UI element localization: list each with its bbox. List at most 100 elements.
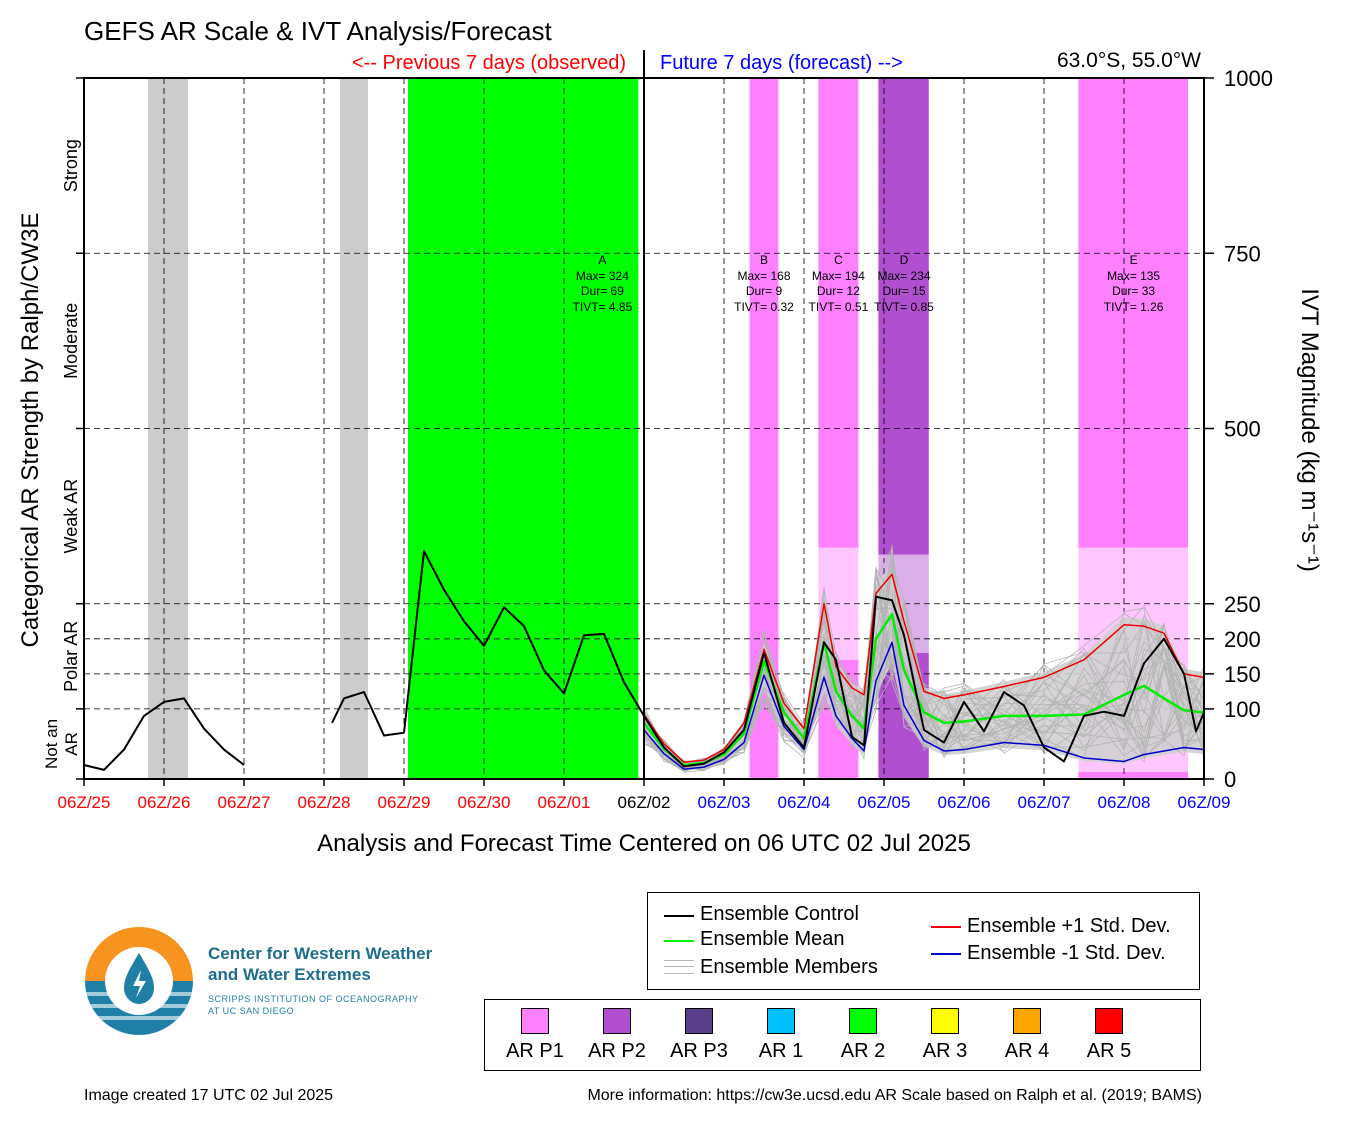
event-c-tivt: TIVT= 0.51 bbox=[809, 300, 869, 314]
scale-item-ar-4: AR 4 bbox=[987, 1008, 1067, 1063]
legend-control-swatch bbox=[664, 915, 694, 917]
ar-band-4-top bbox=[1078, 78, 1188, 548]
event-e-name: E bbox=[1130, 253, 1138, 267]
y-tick-label-0: 0 bbox=[1224, 767, 1236, 792]
cw3e-logo bbox=[85, 927, 193, 1035]
ensemble-1-std-dev-line-0 bbox=[643, 573, 1205, 763]
event-a-dur: Dur= 69 bbox=[581, 284, 624, 298]
event-d-name: D bbox=[900, 253, 909, 267]
event-c-max: Max= 194 bbox=[812, 269, 865, 283]
logo-text-line2: and Water Extremes bbox=[208, 965, 371, 984]
scale-label: AR 5 bbox=[1086, 1040, 1132, 1062]
scale-item-ar-5: AR 5 bbox=[1069, 1008, 1149, 1063]
scale-swatch bbox=[603, 1008, 631, 1034]
x-tick-label-11: 06Z/06 bbox=[938, 793, 991, 812]
ar-band-3-top bbox=[878, 78, 929, 555]
x-tick-label-5: 06Z/30 bbox=[458, 793, 511, 812]
logo-text-line3: SCRIPPS INSTITUTION OF OCEANOGRAPHY bbox=[208, 994, 419, 1004]
previous-period-label: <-- Previous 7 days (observed) bbox=[352, 52, 626, 74]
created-timestamp: Image created 17 UTC 02 Jul 2025 bbox=[84, 1087, 334, 1104]
x-tick-label-1: 06Z/26 bbox=[138, 793, 191, 812]
ensemble-mean-line-0 bbox=[643, 613, 1205, 767]
logo-text-line1: Center for Western Weather bbox=[208, 944, 433, 963]
x-tick-labels: 06Z/25 06Z/26 06Z/27 06Z/28 06Z/29 06Z/30 06Z/… bbox=[58, 793, 1231, 812]
ar-band-4-bottom bbox=[1078, 771, 1188, 779]
y-axis-label-right: IVT Magnitude (kg m⁻¹s⁻¹) bbox=[1296, 288, 1323, 572]
x-tick-label-2: 06Z/27 bbox=[218, 793, 271, 812]
scale-item-ar-3: AR 3 bbox=[905, 1008, 985, 1063]
scale-label: AR P3 bbox=[670, 1040, 728, 1062]
logo-text-line4: AT UC SAN DIEGO bbox=[208, 1006, 295, 1016]
legend-minus-std-label: Ensemble -1 Std. Dev. bbox=[967, 942, 1166, 964]
scale-label: AR 2 bbox=[840, 1040, 886, 1062]
event-a-max: Max= 324 bbox=[576, 269, 629, 283]
ensemble-control-line-3 bbox=[643, 595, 1205, 768]
x-tick-label-0: 06Z/25 bbox=[58, 793, 111, 812]
legend-plus-std-label: Ensemble +1 Std. Dev. bbox=[967, 915, 1171, 937]
ensemble-control-line-0 bbox=[83, 697, 245, 771]
event-e-dur: Dur= 33 bbox=[1112, 284, 1155, 298]
ar-band-2-top bbox=[818, 78, 859, 548]
scale-item-ar-p3: AR P3 bbox=[659, 1008, 739, 1063]
event-b-dur: Dur= 9 bbox=[746, 284, 783, 298]
legend-mean-label: Ensemble Mean bbox=[700, 928, 845, 950]
legend-control-label: Ensemble Control bbox=[700, 903, 859, 925]
y-tick-label-5: 500 bbox=[1224, 417, 1261, 442]
ar-scale-legend: AR P1 AR P2 AR P3 AR 1 AR 2 AR 3 AR 4 AR 5 bbox=[484, 999, 1201, 1071]
x-tick-label-12: 06Z/07 bbox=[1018, 793, 1071, 812]
event-c-dur: Dur= 12 bbox=[817, 284, 860, 298]
scale-swatch bbox=[1095, 1008, 1123, 1034]
event-a-tivt: TIVT= 4.85 bbox=[573, 300, 633, 314]
category-labels: Not an AR Polar AR Weak AR Moderate Strong bbox=[42, 139, 81, 769]
ensemble-control-line-1 bbox=[331, 691, 405, 737]
y-tick-label-4: 250 bbox=[1224, 592, 1261, 617]
x-tick-label-8: 06Z/03 bbox=[698, 793, 751, 812]
y-tick-label-2: 150 bbox=[1224, 662, 1261, 687]
ar-band-0 bbox=[408, 78, 639, 779]
event-e-max: Max= 135 bbox=[1107, 269, 1160, 283]
event-e-tivt: TIVT= 1.26 bbox=[1104, 300, 1164, 314]
x-tick-label-13: 06Z/08 bbox=[1098, 793, 1151, 812]
scale-item-ar-p2: AR P2 bbox=[577, 1008, 657, 1063]
category-strong: Strong bbox=[61, 139, 81, 192]
chart-title: GEFS AR Scale & IVT Analysis/Forecast bbox=[84, 16, 552, 46]
y-tick-labels: 0 100 150 200 250 500 750 1000 bbox=[1224, 66, 1273, 792]
category-not-an-ar-line1: Not an bbox=[42, 719, 61, 769]
x-tick-label-14: 06Z/09 bbox=[1178, 793, 1231, 812]
future-period-label: Future 7 days (forecast) --> bbox=[660, 52, 903, 74]
ivt-chart: GEFS AR Scale & IVT Analysis/Forecast <-… bbox=[17, 16, 1323, 857]
series-lines bbox=[83, 550, 1205, 771]
event-d-dur: Dur= 15 bbox=[882, 284, 925, 298]
event-a-name: A bbox=[598, 253, 606, 267]
scale-item-ar-p1: AR P1 bbox=[495, 1008, 575, 1063]
scale-item-ar-2: AR 2 bbox=[823, 1008, 903, 1063]
scale-label: AR P1 bbox=[506, 1040, 564, 1062]
event-c-name: C bbox=[834, 253, 843, 267]
x-tick-label-7: 06Z/02 bbox=[618, 793, 671, 812]
more-info-text: More information: https://cw3e.ucsd.edu … bbox=[587, 1087, 1202, 1104]
x-tick-label-10: 06Z/05 bbox=[858, 793, 911, 812]
legend-members-label: Ensemble Members bbox=[700, 956, 878, 978]
event-b-tivt: TIVT= 0.32 bbox=[734, 300, 794, 314]
ensemble-1-std-dev-line-0 bbox=[643, 641, 1205, 770]
event-b-max: Max= 168 bbox=[737, 269, 790, 283]
ar-bands bbox=[148, 78, 1188, 779]
category-weak-ar: Weak AR bbox=[61, 479, 81, 554]
scale-label: AR P2 bbox=[588, 1040, 646, 1062]
category-polar-ar: Polar AR bbox=[61, 621, 81, 692]
x-tick-label-4: 06Z/29 bbox=[378, 793, 431, 812]
scale-label: AR 3 bbox=[922, 1040, 968, 1062]
scale-swatch bbox=[849, 1008, 877, 1034]
x-tick-label-9: 06Z/04 bbox=[778, 793, 831, 812]
series-legend: Ensemble Control Ensemble Mean Ensemble … bbox=[647, 892, 1200, 990]
category-not-an-ar-line2: AR bbox=[62, 732, 81, 756]
scale-label: AR 1 bbox=[758, 1040, 804, 1062]
y-tick-label-6: 750 bbox=[1224, 241, 1261, 266]
scale-swatch bbox=[685, 1008, 713, 1034]
location-label: 63.0°S, 55.0°W bbox=[1057, 49, 1201, 72]
event-d-tivt: TIVT= 0.85 bbox=[874, 300, 934, 314]
x-tick-label-6: 06Z/01 bbox=[538, 793, 591, 812]
scale-swatch bbox=[767, 1008, 795, 1034]
x-axis-label: Analysis and Forecast Time Centered on 0… bbox=[317, 830, 971, 857]
